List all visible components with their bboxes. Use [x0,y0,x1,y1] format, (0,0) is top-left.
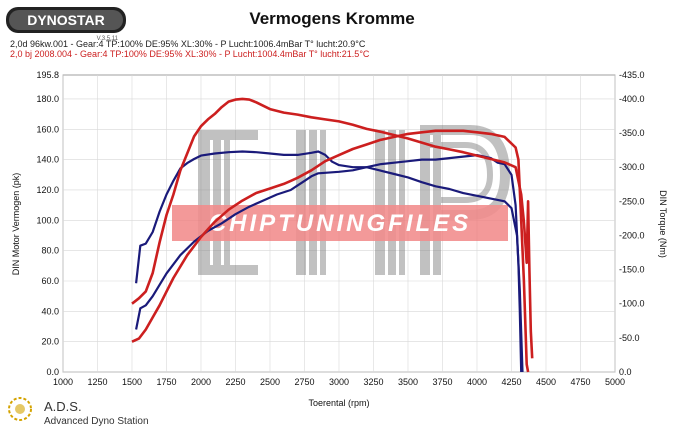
series-group [131,97,534,373]
y-tick-label: 60.0 [41,276,59,286]
chart-title: Vermogens Kromme [249,9,414,28]
y-tick-label: 40.0 [41,306,59,316]
y-tick-label: 80.0 [41,246,59,256]
y2-tick-label: -50.0 [619,333,640,343]
logo-version: V.3.5.11 [97,36,119,42]
y-tick-label: 180.0 [36,94,59,104]
x-tick-label: 4500 [536,377,556,387]
y2-tick-label: 0.0 [619,367,632,377]
x-tick-label: 1750 [156,377,176,387]
y2-tick-label: -100.0 [619,299,645,309]
x-tick-label: 2750 [294,377,314,387]
x-tick-label: 2000 [191,377,211,387]
y-axis-label: DIN Motor Vermogen (pk) [11,173,21,276]
x-tick-label: 1500 [122,377,142,387]
x-tick-label: 2250 [225,377,245,387]
logo-text: DYNOSTAR [27,12,105,28]
y2-tick-label: -350.0 [619,128,645,138]
x-tick-label: 3750 [432,377,452,387]
x-tick-label: 5000 [605,377,625,387]
y2-tick-label: -300.0 [619,162,645,172]
y2-tick-label: -250.0 [619,196,645,206]
y-tick-label: 160.0 [36,124,59,134]
y2-axis-label: DIN Torque (Nm) [658,190,668,258]
x-tick-label: 3500 [398,377,418,387]
x-tick-label: 3250 [363,377,383,387]
y-tick-label: 140.0 [36,155,59,165]
y2-tick-label: -200.0 [619,230,645,240]
run1-power-line [135,154,523,373]
run1-info: 2,0d 96kw.001 - Gear:4 TP:100% DE:95% XL… [10,39,366,49]
y2-tick-label: -435.0 [619,70,645,80]
y2-tick-label: -400.0 [619,94,645,104]
x-tick-label: 2500 [260,377,280,387]
x-axis-label: Toerental (rpm) [308,398,369,408]
ads-logo [8,397,32,421]
y-tick-label: 100.0 [36,215,59,225]
y-tick-label: 195.8 [36,70,59,80]
x-tick-label: 3000 [329,377,349,387]
run2-torque-line [131,97,534,359]
x-tick-label: 1250 [87,377,107,387]
footer-brand: A.D.S. [44,399,82,414]
y-tick-label: 0.0 [46,367,59,377]
x-tick-label: 4000 [467,377,487,387]
y-tick-label: 120.0 [36,185,59,195]
run2-info: 2,0 bj 2008.004 - Gear:4 TP:100% DE:95% … [10,49,370,59]
x-tick-label: 4750 [570,377,590,387]
x-tick-label: 4250 [501,377,521,387]
run2-power-line [131,129,530,373]
run1-torque-line [135,150,524,373]
y2-tick-label: -150.0 [619,265,645,275]
x-tick-label: 1000 [53,377,73,387]
watermark-text: CHIPTUNINGFILES [209,210,471,237]
footer-brand-sub: Advanced Dyno Station [44,416,149,427]
dynostar-logo: DYNOSTAR V.3.5.11 [6,7,126,42]
y-tick-label: 20.0 [41,337,59,347]
tick-labels: 1000 1250 1500 1750 2000 2250 2500 2750 3000 3250… [36,70,644,387]
